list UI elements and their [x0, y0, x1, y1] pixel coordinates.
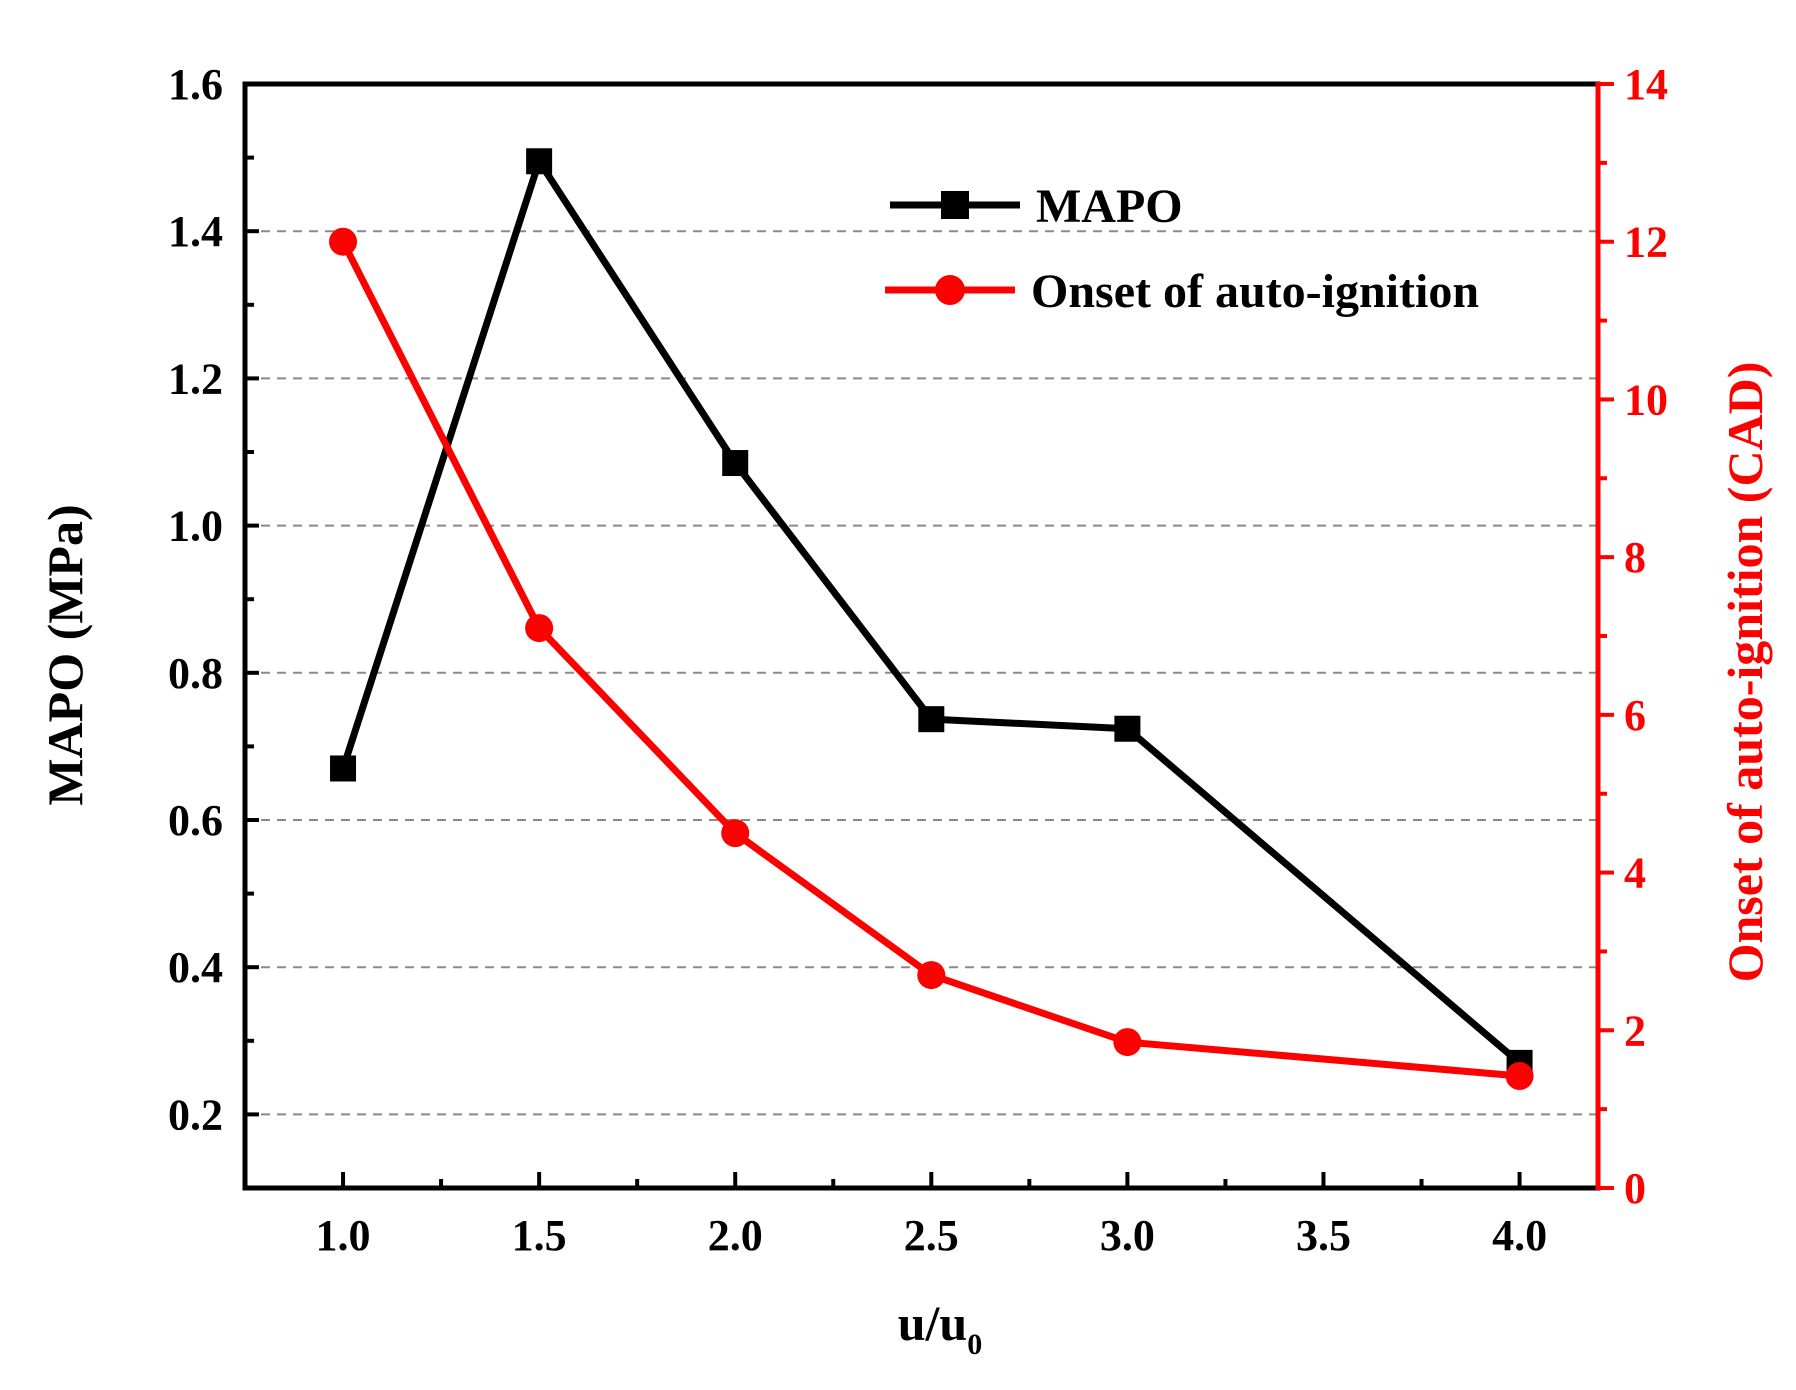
left-tick-label: 1.2 — [168, 354, 223, 403]
legend-item-onset: Onset of auto-ignition — [885, 265, 1479, 318]
mapo-point — [1114, 715, 1141, 742]
axis-ticks — [245, 82, 1614, 1190]
legend-label-mapo: MAPO — [1036, 180, 1183, 233]
onset-point — [721, 819, 750, 848]
right-tick-label: 8 — [1624, 533, 1646, 582]
series-layer — [329, 148, 1534, 1091]
x-tick-label: 3.0 — [1100, 1211, 1155, 1260]
x-tick-label: 4.0 — [1492, 1211, 1547, 1260]
x-tick-label: 2.0 — [708, 1211, 763, 1260]
left-tick-label: 1.0 — [168, 502, 223, 551]
onset-point — [329, 227, 358, 256]
right-tick-label: 10 — [1624, 375, 1668, 424]
left-tick-label: 1.4 — [168, 207, 223, 256]
x-tick-label: 2.5 — [904, 1211, 959, 1260]
legend-label-onset: Onset of auto-ignition — [1031, 265, 1479, 318]
right-tick-label: 0 — [1624, 1164, 1646, 1213]
legend-square-marker — [941, 191, 969, 219]
onset-point — [917, 961, 946, 990]
left-tick-label: 1.6 — [168, 60, 223, 109]
right-tick-label: 12 — [1624, 218, 1668, 267]
x-axis-title: u/u0 — [898, 1295, 983, 1361]
right-tick-label: 2 — [1624, 1006, 1646, 1055]
right-tick-label: 6 — [1624, 691, 1646, 740]
x-tick-label: 3.5 — [1296, 1211, 1351, 1260]
left-tick-label: 0.6 — [168, 796, 223, 845]
onset-point — [1505, 1062, 1534, 1091]
right-tick-label: 14 — [1624, 60, 1668, 109]
x-tick-label: 1.0 — [316, 1211, 371, 1260]
mapo-point — [526, 148, 553, 175]
onset-line — [339, 240, 1520, 1080]
tick-labels: 0.2 0.4 0.6 0.8 1.0 1.2 1.4 1.6 0 2 4 6 8 10 12 14 1.0 1.… — [168, 60, 1668, 1260]
legend: MAPO Onset of auto-ignition — [885, 180, 1479, 318]
mapo-point — [330, 755, 357, 782]
legend-circle-marker — [935, 275, 965, 305]
mapo-line — [339, 157, 1522, 1066]
onset-point — [525, 614, 554, 643]
left-tick-label: 0.8 — [168, 649, 223, 698]
plot-frame — [242, 81, 1601, 1191]
right-tick-label: 4 — [1624, 849, 1646, 898]
mapo-point — [722, 450, 749, 477]
left-axis-title: MAPO (MPa) — [37, 504, 93, 805]
mapo-point — [918, 706, 945, 733]
legend-item-mapo: MAPO — [890, 180, 1183, 233]
onset-point — [1113, 1028, 1142, 1057]
left-tick-label: 0.2 — [168, 1090, 223, 1139]
x-tick-label: 1.5 — [512, 1211, 567, 1260]
left-tick-label: 0.4 — [168, 943, 223, 992]
right-axis-title: Onset of auto-ignition (CAD) — [1717, 362, 1773, 983]
